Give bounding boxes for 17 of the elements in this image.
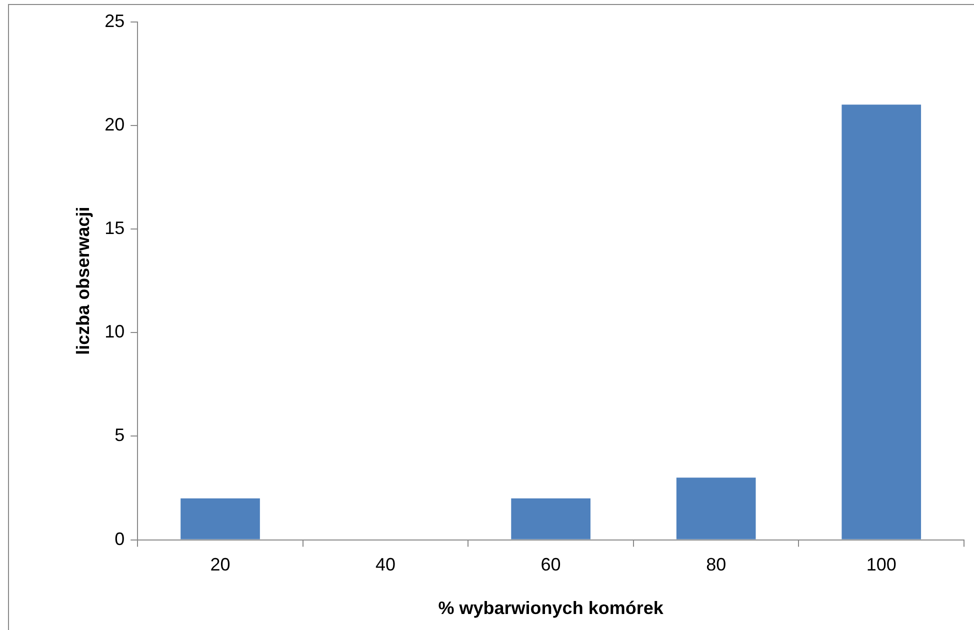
x-tick-label: 40 (376, 554, 396, 575)
x-tick-label: 20 (210, 554, 230, 575)
x-tick-label: 60 (540, 554, 561, 575)
bar (180, 498, 260, 540)
bar (676, 478, 756, 540)
x-tick-label: 100 (866, 554, 896, 575)
y-tick-label: 25 (104, 10, 125, 31)
bar (842, 104, 922, 540)
y-tick-label: 0 (114, 528, 125, 549)
y-tick-label: 15 (104, 218, 125, 238)
y-axis-title: liczba obserwacji (72, 206, 93, 355)
bar (511, 498, 590, 540)
y-tick-label: 5 (114, 425, 125, 446)
x-axis-title: % wybarwionych komórek (438, 598, 664, 618)
y-tick-label: 10 (104, 322, 125, 342)
y-tick-label: 20 (104, 114, 125, 134)
x-tick-label: 80 (706, 554, 726, 575)
